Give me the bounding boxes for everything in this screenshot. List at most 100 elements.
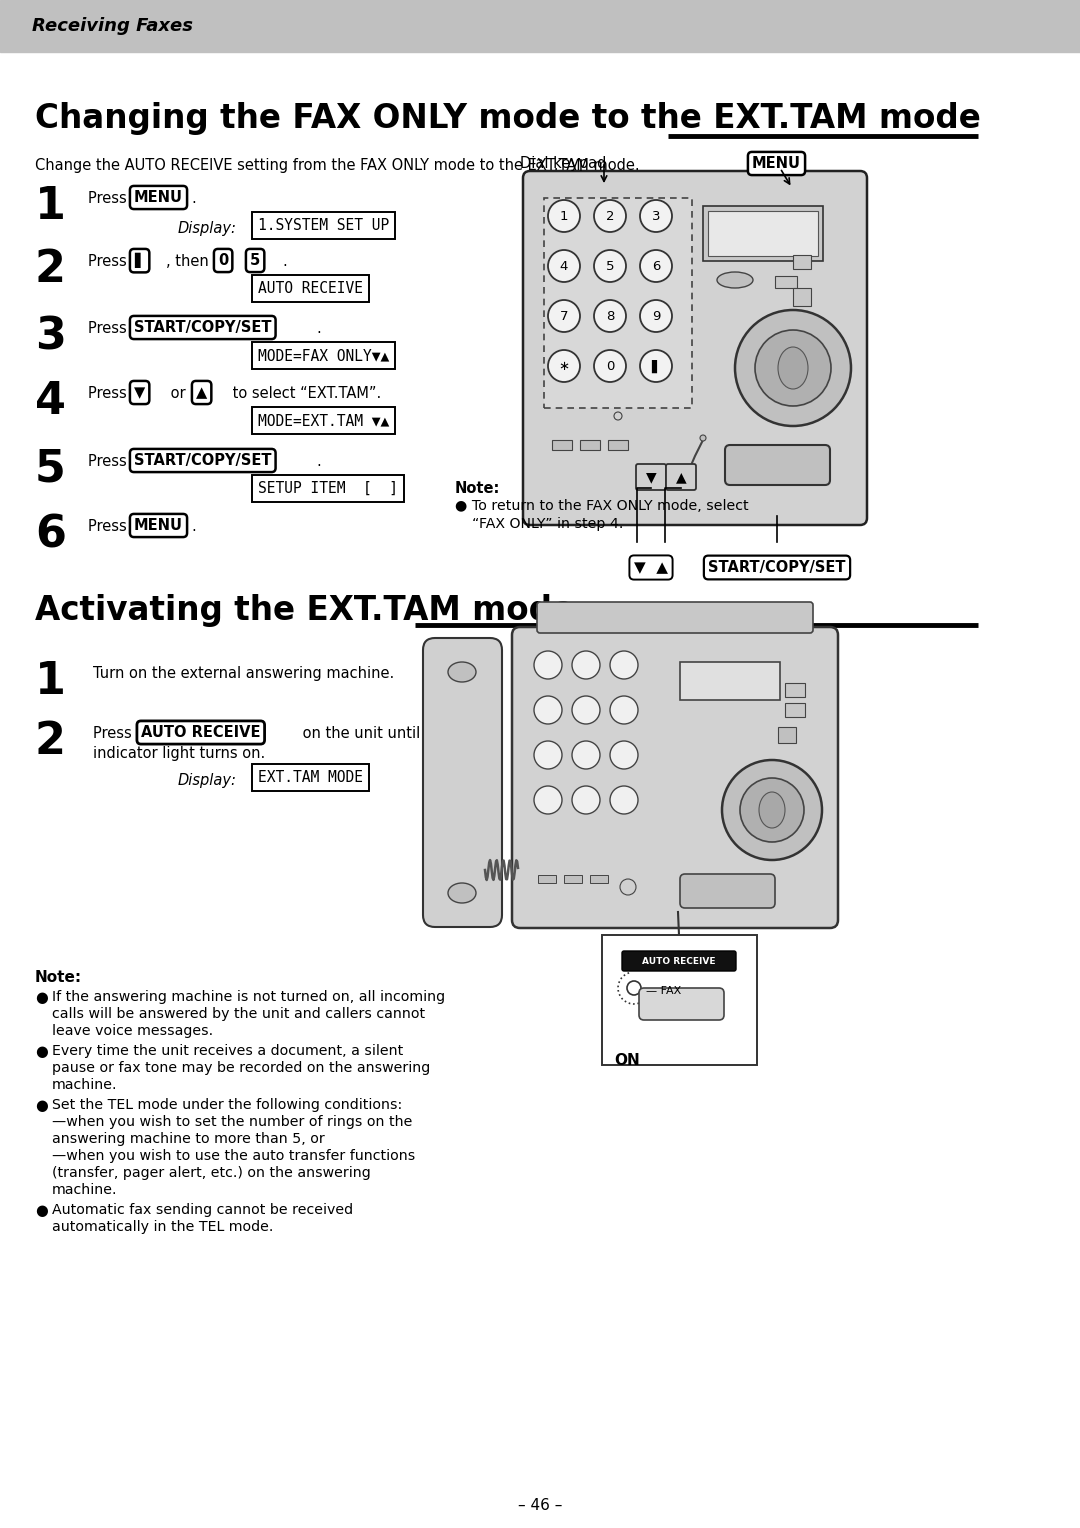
FancyBboxPatch shape	[423, 639, 502, 927]
Circle shape	[627, 981, 642, 995]
FancyBboxPatch shape	[523, 171, 867, 526]
Text: 8: 8	[606, 310, 615, 322]
Circle shape	[548, 200, 580, 232]
FancyBboxPatch shape	[622, 950, 735, 970]
Text: indicator light turns on.: indicator light turns on.	[93, 746, 266, 761]
Circle shape	[594, 299, 626, 332]
Text: Display:: Display:	[178, 773, 237, 788]
Text: AUTO RECEIVE: AUTO RECEIVE	[258, 281, 363, 296]
Text: MODE=FAX ONLY▼▲: MODE=FAX ONLY▼▲	[258, 348, 389, 364]
Text: 9: 9	[652, 310, 660, 322]
Text: — FAX: — FAX	[646, 986, 681, 996]
Text: Automatic fax sending cannot be received: Automatic fax sending cannot be received	[52, 1203, 353, 1216]
Text: ▌: ▌	[651, 359, 661, 373]
Text: calls will be answered by the unit and callers cannot: calls will be answered by the unit and c…	[52, 1007, 426, 1021]
Bar	[785, 703, 805, 717]
Bar	[793, 287, 811, 306]
Text: 1: 1	[35, 185, 66, 228]
Circle shape	[594, 200, 626, 232]
Text: automatically in the TEL mode.: automatically in the TEL mode.	[52, 1219, 273, 1235]
FancyBboxPatch shape	[512, 626, 838, 927]
Circle shape	[723, 759, 822, 860]
Circle shape	[610, 695, 638, 724]
Text: .: .	[316, 321, 321, 336]
Ellipse shape	[717, 272, 753, 287]
Text: 7: 7	[559, 310, 568, 322]
Text: ●: ●	[35, 1203, 48, 1218]
Circle shape	[640, 350, 672, 382]
Text: START/COPY/SET: START/COPY/SET	[134, 319, 271, 335]
FancyBboxPatch shape	[636, 465, 666, 490]
Circle shape	[755, 330, 831, 406]
Text: 5: 5	[35, 448, 66, 490]
Circle shape	[548, 251, 580, 283]
Bar	[602, 935, 757, 1065]
Text: Press: Press	[93, 726, 136, 741]
Text: ▼  ▲: ▼ ▲	[634, 559, 669, 575]
Circle shape	[572, 695, 600, 724]
Text: ▲: ▲	[676, 471, 686, 484]
Text: , then: , then	[166, 254, 214, 269]
Circle shape	[700, 435, 706, 442]
FancyBboxPatch shape	[639, 989, 724, 1021]
Text: Receiving Faxes: Receiving Faxes	[32, 17, 193, 35]
Text: 5: 5	[249, 254, 260, 267]
Text: ●: ●	[35, 1044, 48, 1059]
Text: Display:: Display:	[178, 222, 237, 235]
Bar	[544, 199, 692, 408]
Text: 1.SYSTEM SET UP: 1.SYSTEM SET UP	[258, 219, 389, 232]
Text: ▼: ▼	[134, 385, 145, 400]
Circle shape	[534, 695, 562, 724]
Text: .: .	[191, 520, 195, 533]
Text: SETUP ITEM  [  ]: SETUP ITEM [ ]	[258, 481, 399, 497]
Ellipse shape	[448, 662, 476, 681]
Circle shape	[572, 785, 600, 814]
Bar	[793, 255, 811, 269]
Text: 2: 2	[606, 209, 615, 223]
Text: ▼: ▼	[646, 471, 657, 484]
Text: AUTO RECEIVE: AUTO RECEIVE	[141, 724, 260, 740]
Text: 3: 3	[651, 209, 660, 223]
Bar	[680, 662, 780, 700]
Circle shape	[610, 785, 638, 814]
Text: 4: 4	[35, 380, 66, 423]
Text: AUTO RECEIVE: AUTO RECEIVE	[643, 957, 716, 966]
Text: Note:: Note:	[35, 970, 82, 986]
Text: ∗: ∗	[558, 359, 569, 373]
Text: Every time the unit receives a document, a silent: Every time the unit receives a document,…	[52, 1044, 403, 1057]
Bar	[538, 876, 556, 883]
Text: “FAX ONLY” in step 4.: “FAX ONLY” in step 4.	[463, 516, 623, 532]
Text: .: .	[191, 191, 195, 206]
Bar	[785, 683, 805, 697]
Circle shape	[640, 251, 672, 283]
FancyBboxPatch shape	[666, 465, 696, 490]
Text: START/COPY/SET: START/COPY/SET	[134, 452, 271, 468]
Text: MENU: MENU	[752, 156, 801, 171]
Circle shape	[640, 200, 672, 232]
Bar	[580, 440, 600, 451]
Text: pause or fax tone may be recorded on the answering: pause or fax tone may be recorded on the…	[52, 1060, 430, 1076]
Text: 4: 4	[559, 260, 568, 272]
Text: 6: 6	[652, 260, 660, 272]
Text: .: .	[316, 454, 321, 469]
Text: —when you wish to use the auto transfer functions: —when you wish to use the auto transfer …	[52, 1149, 415, 1163]
Text: If the answering machine is not turned on, all incoming: If the answering machine is not turned o…	[52, 990, 445, 1004]
Text: 5: 5	[606, 260, 615, 272]
Circle shape	[594, 251, 626, 283]
FancyBboxPatch shape	[680, 874, 775, 908]
Text: Press: Press	[87, 387, 132, 400]
Text: ▌: ▌	[134, 254, 145, 269]
Text: ●: ●	[35, 990, 48, 1005]
Ellipse shape	[448, 883, 476, 903]
Text: —when you wish to set the number of rings on the: —when you wish to set the number of ring…	[52, 1115, 413, 1129]
Text: START/COPY/SET: START/COPY/SET	[708, 559, 846, 575]
Text: 2: 2	[35, 248, 66, 290]
Text: 6: 6	[35, 513, 66, 556]
Bar	[703, 206, 823, 261]
Text: .: .	[282, 254, 287, 269]
Circle shape	[615, 413, 622, 420]
Text: 0: 0	[218, 254, 228, 267]
Text: Press: Press	[87, 191, 132, 206]
Text: Activating the EXT.TAM mode: Activating the EXT.TAM mode	[35, 594, 575, 626]
Text: ON: ON	[615, 1053, 639, 1068]
